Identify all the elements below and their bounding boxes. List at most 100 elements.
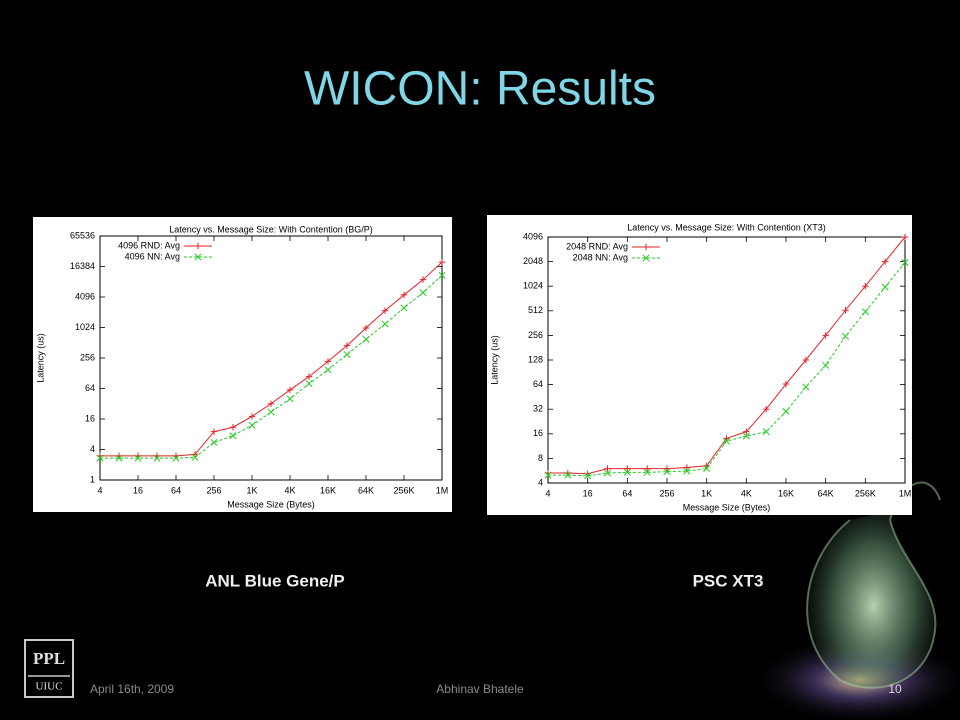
- marker: [305, 373, 313, 380]
- glass-decoration: [750, 481, 960, 720]
- marker: [172, 454, 180, 462]
- x-tick-label: 16K: [778, 488, 794, 498]
- y-tick-label: 1024: [523, 281, 543, 291]
- legend-label: 4096 NN: Avg: [125, 251, 180, 261]
- marker: [248, 413, 256, 420]
- marker: [802, 383, 810, 391]
- marker: [762, 428, 770, 436]
- marker: [842, 307, 849, 314]
- marker: [248, 421, 256, 429]
- y-tick-label: 512: [528, 305, 543, 315]
- marker: [584, 472, 592, 480]
- marker: [762, 406, 770, 413]
- marker: [901, 233, 909, 241]
- chart-background: [33, 217, 452, 512]
- marker: [743, 428, 750, 435]
- marker: [683, 464, 691, 471]
- x-tick-label: 1K: [246, 485, 257, 495]
- marker: [663, 465, 671, 472]
- x-tick-label: 16: [583, 488, 593, 498]
- y-tick-label: 8: [538, 453, 543, 463]
- marker: [419, 289, 427, 297]
- marker: [191, 453, 199, 461]
- y-tick-label: 2048: [523, 256, 543, 266]
- x-tick-label: 64: [622, 488, 632, 498]
- x-tick-label: 256: [206, 485, 221, 495]
- marker: [802, 356, 810, 364]
- chart: Latency vs. Message Size: With Contentio…: [487, 215, 912, 515]
- x-tick-label: 4: [97, 485, 102, 495]
- marker: [703, 465, 711, 473]
- marker: [822, 361, 830, 369]
- x-tick-label: 256K: [855, 488, 876, 498]
- y-tick-label: 4: [538, 477, 543, 487]
- chart-background: [487, 215, 912, 515]
- marker: [901, 258, 909, 266]
- marker: [343, 342, 351, 349]
- y-tick-label: 16: [533, 428, 543, 438]
- marker: [191, 451, 199, 458]
- marker: [822, 332, 829, 339]
- legend-marker: [194, 242, 202, 250]
- y-tick-label: 16384: [70, 261, 95, 271]
- marker: [604, 465, 611, 472]
- y-axis-label: Latency (us): [489, 335, 499, 385]
- footer-date: April 16th, 2009: [90, 682, 174, 696]
- marker: [400, 304, 408, 312]
- marker: [419, 276, 427, 283]
- x-tick-label: 4: [545, 488, 550, 498]
- marker: [881, 258, 889, 265]
- marker: [381, 320, 389, 328]
- legend-marker: [194, 253, 202, 261]
- legend-label: 4096 RND: Avg: [118, 240, 180, 250]
- marker: [564, 471, 572, 479]
- marker: [229, 424, 237, 431]
- marker: [742, 432, 750, 440]
- plot-frame: [99, 235, 443, 481]
- marker: [153, 454, 161, 462]
- marker: [210, 428, 218, 435]
- legend-label: 2048 RND: Avg: [566, 241, 628, 251]
- marker: [881, 283, 889, 291]
- marker: [624, 465, 631, 472]
- x-tick-label: 4K: [741, 488, 752, 498]
- x-tick-label: 1K: [701, 488, 712, 498]
- x-tick-label: 1M: [436, 485, 449, 495]
- x-axis-label: Message Size (Bytes): [683, 502, 771, 512]
- marker: [381, 307, 389, 314]
- marker: [643, 468, 651, 476]
- x-tick-label: 16: [133, 485, 143, 495]
- marker: [96, 454, 104, 462]
- plot-frame: [547, 236, 906, 484]
- y-tick-label: 1024: [75, 322, 95, 332]
- caption: ANL Blue Gene/P: [205, 571, 345, 590]
- marker: [722, 437, 731, 445]
- marker: [343, 350, 351, 359]
- chart-title: Latency vs. Message Size: With Contentio…: [169, 224, 373, 234]
- marker: [782, 407, 790, 416]
- legend-label: 2048 NN: Avg: [573, 252, 628, 262]
- y-tick-label: 65536: [70, 230, 95, 240]
- marker: [267, 408, 275, 416]
- y-tick-label: 16: [85, 413, 95, 423]
- marker: [544, 471, 552, 479]
- marker: [643, 465, 651, 472]
- marker: [210, 438, 218, 447]
- y-axis-label: Latency (us): [35, 333, 45, 383]
- x-tick-label: 16K: [320, 485, 336, 495]
- x-tick-label: 64: [171, 485, 181, 495]
- legend-marker: [642, 254, 650, 262]
- marker: [603, 469, 612, 477]
- x-tick-label: 256K: [393, 485, 414, 495]
- marker: [324, 358, 332, 365]
- marker: [861, 308, 869, 316]
- caption: PSC XT3: [693, 571, 764, 590]
- marker: [362, 335, 370, 343]
- legend-marker: [642, 243, 650, 251]
- y-tick-label: 4096: [75, 291, 95, 301]
- x-axis-label: Message Size (Bytes): [227, 499, 315, 509]
- marker: [623, 468, 631, 476]
- marker: [438, 271, 446, 279]
- marker: [286, 386, 294, 394]
